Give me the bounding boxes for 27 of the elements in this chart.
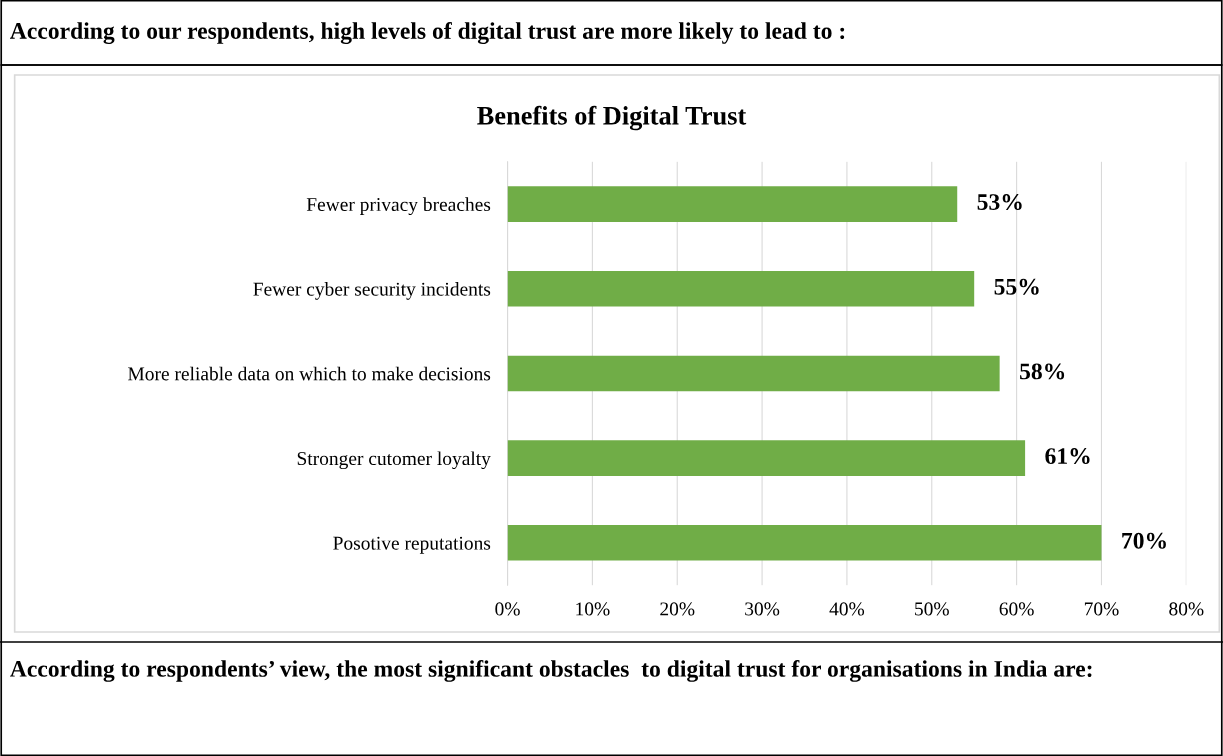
y-tick-label: Posotive reputations	[333, 536, 491, 554]
bar	[507, 355, 1000, 392]
data-label: 58%	[1020, 363, 1065, 380]
x-tick-label: 70%	[1084, 602, 1119, 616]
data-label: 55%	[994, 278, 1039, 295]
chart-title: Benefits of Digital Trust	[477, 105, 747, 131]
x-tick-label: 60%	[999, 602, 1034, 616]
text: According to respondents’ view, the most significant obstacles to digital trust for organisations in India are:	[10, 660, 1092, 682]
x-tick-label: 50%	[915, 602, 949, 616]
x-tick-label: 40%	[829, 602, 865, 616]
x-tick-label: 80%	[1169, 602, 1204, 616]
data-label: 61%	[1045, 448, 1090, 465]
x-tick-label: 10%	[576, 602, 610, 616]
bar	[507, 271, 975, 307]
data-label: 70%	[1122, 532, 1166, 549]
y-tick-label: Fewer cyber security incidents	[253, 282, 491, 300]
bar	[507, 440, 1026, 476]
y-tick-label: Fewer privacy breaches	[306, 197, 491, 216]
x-tick-label: 0%	[495, 602, 520, 616]
y-tick-label: More reliable data on which to make decisions	[128, 366, 491, 381]
y-tick-label: Stronger cutomer loyalty	[297, 451, 491, 470]
bar	[507, 186, 958, 222]
data-label: 53%	[977, 194, 1022, 211]
x-tick-label: 20%	[660, 602, 695, 616]
x-tick-label: 30%	[745, 602, 780, 616]
bar	[507, 525, 1102, 561]
text: According to our respondents, high levels of digital trust are more likely to lead to :	[10, 22, 845, 44]
